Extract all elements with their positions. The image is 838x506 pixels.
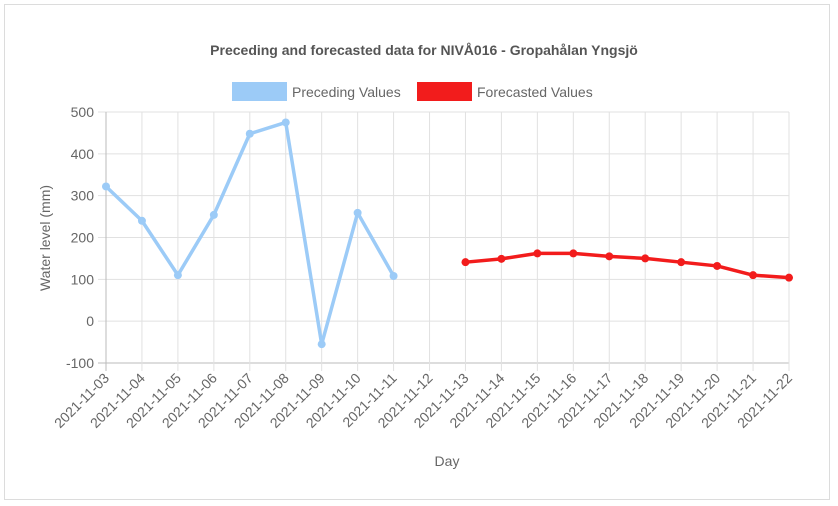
series-0 [102, 118, 398, 349]
data-point[interactable] [209, 210, 218, 219]
legend-label-forecasted: Forecasted Values [477, 84, 593, 100]
y-tick-label: 200 [71, 230, 95, 246]
y-axis-title: Water level (mm) [37, 185, 53, 291]
legend-swatch-preceding [232, 82, 287, 101]
y-tick-label: -100 [66, 355, 94, 371]
data-point[interactable] [497, 254, 506, 263]
x-axis-title: Day [435, 453, 460, 469]
data-point[interactable] [317, 340, 326, 349]
data-point[interactable] [461, 258, 470, 267]
y-tick-label: 400 [71, 146, 95, 162]
series-layer [102, 118, 793, 349]
data-point[interactable] [533, 249, 542, 258]
y-tick-label: 500 [71, 104, 95, 120]
data-point[interactable] [245, 129, 254, 138]
data-point[interactable] [641, 254, 650, 263]
grid [98, 111, 790, 371]
y-tick-label: 100 [71, 271, 95, 287]
legend: Preceding Values Forecasted Values [232, 82, 593, 101]
legend-swatch-forecasted [417, 82, 472, 101]
data-point[interactable] [713, 261, 722, 270]
data-point[interactable] [281, 118, 290, 127]
data-point[interactable] [137, 216, 146, 225]
data-point[interactable] [677, 258, 686, 267]
series-line [463, 251, 791, 280]
data-point[interactable] [353, 208, 362, 217]
chart-title: Preceding and forecasted data for NIVÅ01… [210, 42, 638, 58]
data-point[interactable] [749, 271, 758, 280]
x-axis-ticks: 2021-11-032021-11-042021-11-052021-11-06… [51, 370, 795, 431]
y-axis-ticks: -100 0 100 200 300 400 500 [66, 104, 94, 371]
data-point[interactable] [605, 252, 614, 261]
legend-label-preceding: Preceding Values [292, 84, 401, 100]
data-point[interactable] [569, 249, 578, 258]
data-point[interactable] [389, 271, 398, 280]
series-1 [461, 249, 793, 282]
y-tick-label: 300 [71, 188, 95, 204]
data-point[interactable] [785, 273, 793, 282]
legend-item-forecasted[interactable]: Forecasted Values [417, 82, 593, 101]
y-tick-label: 0 [86, 313, 94, 329]
legend-item-preceding[interactable]: Preceding Values [232, 82, 401, 101]
data-point[interactable] [102, 182, 110, 191]
data-point[interactable] [173, 271, 182, 280]
